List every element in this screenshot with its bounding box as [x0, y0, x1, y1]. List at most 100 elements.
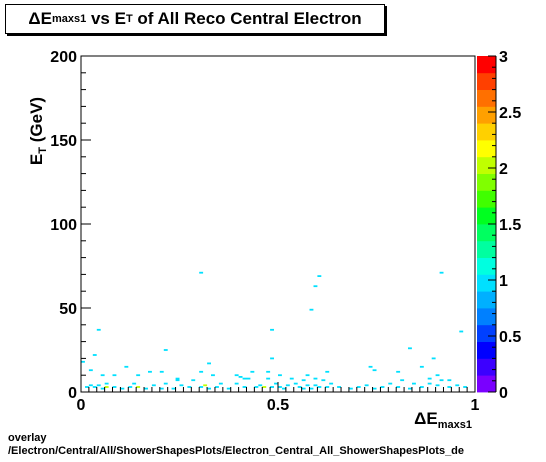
heatmap-cell: [372, 369, 377, 372]
heatmap-cell: [104, 386, 109, 388]
heatmap-cell: [215, 386, 219, 388]
y-tick-label: 150: [50, 133, 77, 150]
heatmap-cell: [372, 387, 377, 390]
color-scale-segment: [477, 240, 496, 258]
heatmap-cell: [305, 374, 310, 377]
color-scale-segment: [477, 173, 496, 191]
heatmap-cell: [325, 386, 330, 388]
heatmap-cell: [242, 386, 247, 388]
heatmap-cell: [435, 374, 440, 377]
heatmap-cell: [136, 386, 141, 388]
heatmap-cell: [163, 382, 168, 385]
heatmap-cell: [329, 382, 334, 385]
heatmap-cell: [266, 377, 271, 380]
color-scale-segment: [477, 207, 496, 225]
footer-line-1: overlay: [8, 432, 47, 444]
heatmap-cell: [175, 377, 180, 380]
x-tick-label: 1: [471, 397, 480, 414]
heatmap-cell: [234, 382, 239, 385]
heatmap-cell: [175, 379, 180, 382]
heatmap-cell: [317, 275, 322, 277]
heatmap-cell: [242, 377, 247, 380]
title-middle: vs E: [86, 9, 126, 28]
heatmap-cell: [419, 365, 424, 368]
heatmap-cell: [297, 386, 302, 388]
heatmap-cell: [254, 386, 259, 388]
heatmap-cell: [250, 370, 255, 373]
color-scale-label: 2: [499, 161, 508, 178]
heatmap-cell: [285, 384, 290, 387]
color-scale-segment: [477, 106, 496, 124]
heatmap-cell: [447, 379, 452, 382]
heatmap-cell: [124, 365, 129, 368]
axis-ticks: 0 0.5 1 0 50 100 150 200: [50, 49, 479, 414]
heatmap-cell: [199, 370, 204, 373]
heatmap-cell: [305, 384, 310, 387]
color-scale-segment: [477, 291, 496, 309]
heatmap-cell: [309, 387, 314, 390]
heatmap-cell: [274, 382, 278, 385]
x-axis-label: ΔEmaxs1: [414, 409, 472, 430]
heatmap-cell: [159, 387, 164, 390]
heatmap-cell: [427, 377, 432, 380]
color-scale-segment: [477, 140, 496, 158]
heatmap-cell: [348, 387, 353, 390]
color-scale-segment: [477, 308, 496, 326]
color-scale-segment: [477, 375, 496, 393]
heatmap-cell: [266, 370, 271, 373]
heatmap-cell: [427, 382, 432, 385]
heatmap-cell: [92, 386, 97, 388]
heatmap-cell: [408, 387, 412, 390]
heatmap-cell: [270, 386, 274, 388]
plot-frame: [80, 55, 476, 393]
heatmap-cell: [439, 271, 444, 274]
heatmap-cell: [380, 386, 385, 388]
color-scale-segment: [477, 190, 496, 208]
heatmap-cell: [435, 384, 440, 387]
heatmap-cell: [120, 387, 125, 390]
title-symbol: ΔE: [28, 9, 52, 28]
heatmap-cell: [400, 379, 405, 382]
heatmap-cell: [203, 384, 208, 387]
heatmap-cell: [100, 374, 105, 377]
heatmap-cell: [439, 379, 444, 382]
heatmap-cells: [81, 271, 468, 390]
color-scale-segment: [477, 274, 496, 292]
heatmap-cell: [246, 377, 251, 380]
heatmap-cell: [356, 386, 361, 388]
color-scale-segment: [477, 257, 496, 275]
color-scale: 0 0.5 1 1.5 2 2.5 3: [477, 49, 521, 402]
heatmap-cell: [388, 382, 393, 385]
y-tick-label: 0: [68, 385, 77, 402]
color-scale-segment: [477, 89, 496, 107]
heatmap-cell: [455, 384, 460, 387]
heatmap-cell: [238, 376, 243, 378]
y-tick-label: 200: [50, 49, 77, 66]
color-scale-label: 3: [499, 49, 508, 66]
heatmap-cell: [88, 369, 93, 372]
heatmap-cell: [171, 387, 176, 390]
heatmap-cell: [159, 370, 164, 373]
heatmap-cell: [136, 374, 141, 377]
title-rest: of All Reco Central Electron: [132, 9, 362, 28]
title-subscript: maxs1: [51, 13, 87, 25]
title-subscript-2: T: [125, 13, 133, 25]
heatmap-cell: [112, 386, 117, 388]
heatmap-cell: [112, 374, 117, 377]
y-axis-label: ET (GeV): [27, 97, 49, 165]
heatmap-cell: [293, 382, 298, 385]
heatmap-cell: [207, 387, 211, 390]
heatmap-cell: [325, 370, 330, 373]
color-scale-label: 0: [499, 385, 508, 402]
heatmap-cell: [96, 384, 101, 387]
heatmap-cell: [199, 271, 204, 274]
color-scale-segment: [477, 324, 496, 342]
heatmap-cell: [85, 386, 89, 388]
color-scale-segment: [477, 224, 496, 242]
heatmap-cell: [148, 370, 152, 373]
heatmap-cell: [301, 379, 306, 382]
heatmap-cell: [163, 349, 168, 351]
color-scale-segment: [477, 56, 496, 74]
heatmap-cell: [211, 374, 215, 377]
